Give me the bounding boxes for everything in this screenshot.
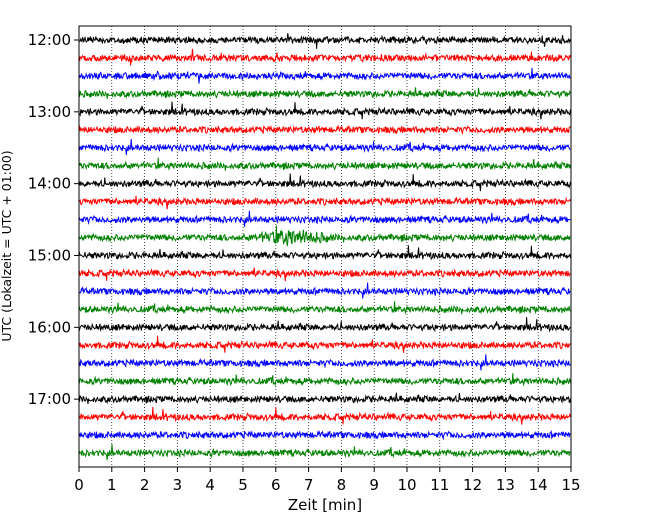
- trace-17:00: [78, 392, 571, 405]
- y-tick-label: 15:00: [28, 246, 71, 264]
- trace-15:30: [78, 282, 571, 299]
- y-axis-label: UTC (Lokalzeit = UTC + 01:00): [0, 150, 14, 341]
- y-tick-label: 17:00: [28, 390, 71, 408]
- x-tick-label: 15: [561, 476, 580, 494]
- trace-16:15: [78, 335, 571, 353]
- trace-12:30: [78, 67, 571, 84]
- trace-17:15: [78, 406, 571, 425]
- trace-16:45: [78, 373, 571, 387]
- x-tick-label: 14: [529, 476, 548, 494]
- x-axis-ticks: 0 1 2 3 4 5 6 7 8 9 10 11 12 13 14 15: [74, 467, 581, 494]
- x-tick-label: 4: [205, 476, 215, 494]
- trace-13:30: [78, 138, 571, 156]
- x-tick-label: 1: [107, 476, 117, 494]
- y-axis-ticks: 12:00 13:00 14:00 15:00 16:00 17:00: [28, 31, 79, 408]
- x-tick-label: 0: [74, 476, 84, 494]
- trace-12:45: [78, 87, 571, 100]
- trace-16:00: [78, 317, 571, 333]
- trace-13:00: [78, 101, 571, 120]
- y-tick-label: 16:00: [28, 318, 71, 336]
- x-tick-label: 3: [173, 476, 183, 494]
- trace-15:45: [78, 301, 571, 315]
- x-tick-label: 11: [430, 476, 449, 494]
- trace-16:30: [78, 354, 571, 371]
- x-tick-label: 13: [496, 476, 515, 494]
- x-tick-label: 5: [238, 476, 248, 494]
- x-tick-label: 9: [369, 476, 379, 494]
- trace-14:45: [78, 225, 571, 247]
- x-tick-label: 8: [337, 476, 347, 494]
- trace-14:15: [78, 195, 571, 210]
- trace-15:15: [78, 267, 571, 282]
- trace-17:45: [78, 444, 571, 461]
- plot-frame: [78, 25, 572, 468]
- trace-14:00: [78, 173, 571, 192]
- seismic-traces: [78, 32, 571, 461]
- y-tick-label: 14:00: [28, 175, 71, 193]
- trace-17:30: [79, 429, 571, 441]
- trace-12:15: [78, 48, 571, 66]
- trace-15:00: [78, 245, 571, 261]
- x-tick-label: 12: [463, 476, 482, 494]
- trace-12:00: [78, 32, 571, 49]
- trace-13:45: [78, 157, 571, 172]
- x-tick-label: 2: [140, 476, 150, 494]
- x-tick-label: 10: [397, 476, 416, 494]
- trace-14:30: [78, 210, 571, 227]
- x-tick-label: 6: [271, 476, 281, 494]
- x-tick-label: 7: [304, 476, 314, 494]
- x-axis-label: Zeit [min]: [288, 496, 362, 514]
- trace-13:15: [78, 124, 571, 136]
- y-tick-label: 13:00: [28, 103, 71, 121]
- y-tick-label: 12:00: [28, 31, 71, 49]
